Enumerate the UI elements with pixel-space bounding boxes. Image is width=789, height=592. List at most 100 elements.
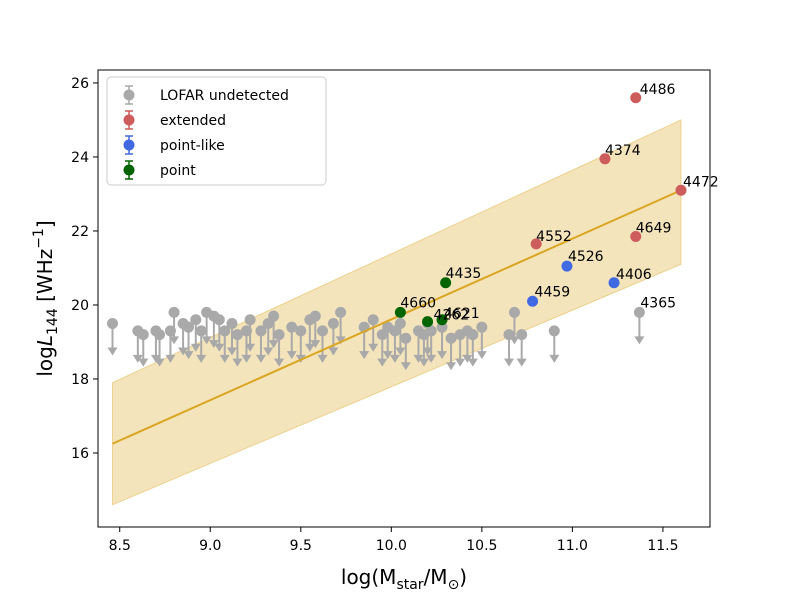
down-arrow-icon xyxy=(190,343,201,352)
point-like-point xyxy=(561,260,573,272)
down-arrow-icon xyxy=(418,358,429,367)
down-arrow-icon xyxy=(201,336,212,345)
down-arrow-icon xyxy=(165,354,176,363)
down-arrow-icon xyxy=(467,358,478,367)
point-source-point xyxy=(436,314,448,326)
point-label: 4435 xyxy=(446,266,482,282)
undetected-marker xyxy=(219,325,231,337)
undetected-point xyxy=(286,321,298,360)
y-tick-label: 20 xyxy=(71,298,89,314)
down-arrow-icon xyxy=(241,354,252,363)
undetected-point xyxy=(168,306,180,345)
undetected-marker xyxy=(335,306,347,318)
point-label: 4472 xyxy=(683,174,719,190)
undetected-point xyxy=(231,329,243,367)
down-arrow-icon xyxy=(255,354,266,363)
undetected-marker xyxy=(548,325,560,337)
undetected-marker xyxy=(226,317,238,329)
axes-layer: 8.5 9.0 9.5 10.0 10.5 11.0 11.5 16 18 20 22 24 26 log… xyxy=(31,69,711,592)
undetected-marker xyxy=(516,329,528,341)
y-tick-label: 16 xyxy=(71,446,89,462)
undetected-marker xyxy=(154,329,166,341)
undetected-point xyxy=(190,314,202,352)
undetected-point xyxy=(445,332,457,371)
point-label: 4406 xyxy=(616,267,652,283)
down-arrow-icon xyxy=(317,354,328,363)
down-arrow-icon xyxy=(196,354,207,363)
detected-layer xyxy=(394,92,687,328)
down-arrow-icon xyxy=(359,351,370,360)
point-label: 4621 xyxy=(444,306,480,322)
point-like-point xyxy=(527,295,539,307)
point-source-point xyxy=(422,316,434,328)
down-arrow-icon xyxy=(226,347,237,356)
point-label: 4486 xyxy=(640,82,676,98)
undetected-point xyxy=(255,325,267,363)
down-arrow-icon xyxy=(516,358,527,367)
down-arrow-icon xyxy=(219,354,230,363)
point-label: 4365 xyxy=(640,295,676,311)
down-arrow-icon xyxy=(389,354,400,363)
down-arrow-icon xyxy=(263,347,274,356)
down-arrow-icon xyxy=(245,343,256,352)
undetected-marker xyxy=(213,314,225,326)
legend-label: point-like xyxy=(160,138,225,154)
point-labels-layer: 4552 4374 4486 4472 4649 4526 4459 4406 4435 4660… xyxy=(400,82,718,324)
legend-marker xyxy=(123,89,135,101)
undetected-point xyxy=(226,317,238,356)
down-arrow-icon xyxy=(208,340,219,349)
undetected-point xyxy=(106,317,118,356)
down-arrow-icon xyxy=(549,354,560,363)
undetected-point xyxy=(137,329,149,367)
point-source-point xyxy=(394,306,406,318)
plot-frame xyxy=(97,69,711,528)
y-tick-label: 26 xyxy=(71,76,89,92)
down-arrow-icon xyxy=(462,354,473,363)
point-label: 4552 xyxy=(536,229,572,245)
y-axis-title: logL144 [WHz−1] xyxy=(31,220,61,376)
x-tick-label: 11.0 xyxy=(557,538,588,554)
fit-line xyxy=(112,189,682,445)
undetected-marker xyxy=(309,310,321,322)
legend-marker xyxy=(123,164,135,176)
extended-point xyxy=(675,184,687,196)
undetected-point xyxy=(213,314,225,352)
down-arrow-icon xyxy=(107,347,118,356)
down-arrow-icon xyxy=(446,362,457,371)
point-label: 4526 xyxy=(568,249,604,265)
undetected-marker xyxy=(286,321,298,333)
down-arrow-icon xyxy=(138,358,149,367)
extended-point xyxy=(599,153,611,165)
down-arrow-icon xyxy=(422,347,433,356)
point-label: 4660 xyxy=(400,295,436,311)
legend-label: extended xyxy=(160,113,226,129)
down-arrow-icon xyxy=(154,358,165,367)
down-arrow-icon xyxy=(400,362,411,371)
undetected-point xyxy=(367,314,379,352)
undetected-marker xyxy=(268,310,280,322)
y-tick-label: 18 xyxy=(71,372,89,388)
undetected-marker xyxy=(327,317,339,329)
legend-box xyxy=(106,76,327,186)
undetected-point xyxy=(219,325,231,363)
point-label: 4262 xyxy=(434,308,470,324)
x-tick-label: 9.0 xyxy=(199,538,221,554)
point-label: 4649 xyxy=(636,221,672,237)
undetected-point xyxy=(268,310,280,349)
undetected-point xyxy=(273,329,285,367)
down-arrow-icon xyxy=(426,354,437,363)
down-arrow-icon xyxy=(304,343,315,352)
legend-marker xyxy=(123,114,135,126)
undetected-marker xyxy=(400,332,412,344)
down-arrow-icon xyxy=(310,340,321,349)
x-axis-title: log(Mstar/M⊙) xyxy=(341,565,467,592)
down-arrow-icon xyxy=(413,354,424,363)
point-source-point xyxy=(440,277,452,289)
point-label: 4459 xyxy=(535,284,571,300)
undetected-marker xyxy=(317,325,329,337)
undetected-point xyxy=(503,329,515,367)
x-tick-label: 11.5 xyxy=(647,538,678,554)
down-arrow-icon xyxy=(509,336,520,345)
undetected-marker xyxy=(394,317,406,329)
down-arrow-icon xyxy=(476,351,487,360)
